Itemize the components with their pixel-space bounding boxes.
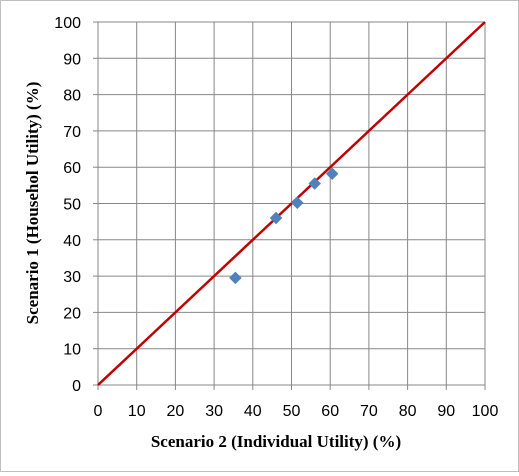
y-tick-label: 10 [63,342,81,359]
data-point-diamond [308,177,322,190]
x-tick-label: 100 [472,403,499,420]
reference-line-y-equals-x [97,21,486,386]
x-tick-label: 0 [94,403,103,420]
x-tick-label: 10 [128,403,146,420]
y-tick-label: 0 [72,378,81,395]
axes [93,21,486,390]
y-tick-labels: 0 10 20 30 40 50 60 70 80 90 100 [54,15,81,395]
data-point-diamond [325,167,339,181]
y-tick-label: 70 [63,124,81,141]
x-tick-label: 30 [205,403,223,420]
x-tick-label: 90 [437,403,455,420]
y-tick-label: 80 [63,88,81,105]
data-points [229,167,339,285]
y-tick-label: 50 [63,197,81,214]
data-point-diamond [290,196,304,210]
reference-line-layer [97,21,486,386]
x-tick-label: 80 [399,403,417,420]
x-tick-label: 60 [321,403,339,420]
x-axis-title: Scenario 2 (Individual Utility) (%) [151,432,401,451]
x-tick-labels: 0 10 20 30 40 50 60 70 80 90 100 [94,403,499,420]
x-tick-label: 50 [283,403,301,420]
y-tick-label: 60 [63,160,81,177]
y-axis-title: Scenario 1 (Househol Utility) (%) [23,82,42,325]
y-tick-label: 30 [63,269,81,286]
data-point-diamond [269,211,283,225]
x-tick-label: 40 [244,403,262,420]
y-tick-label: 40 [63,233,81,250]
y-tick-label: 20 [63,305,81,322]
y-tick-label: 90 [63,51,81,68]
data-point-diamond [229,271,242,285]
x-tick-label: 70 [360,403,378,420]
x-tick-label: 20 [167,403,185,420]
y-tick-label: 100 [54,15,81,32]
